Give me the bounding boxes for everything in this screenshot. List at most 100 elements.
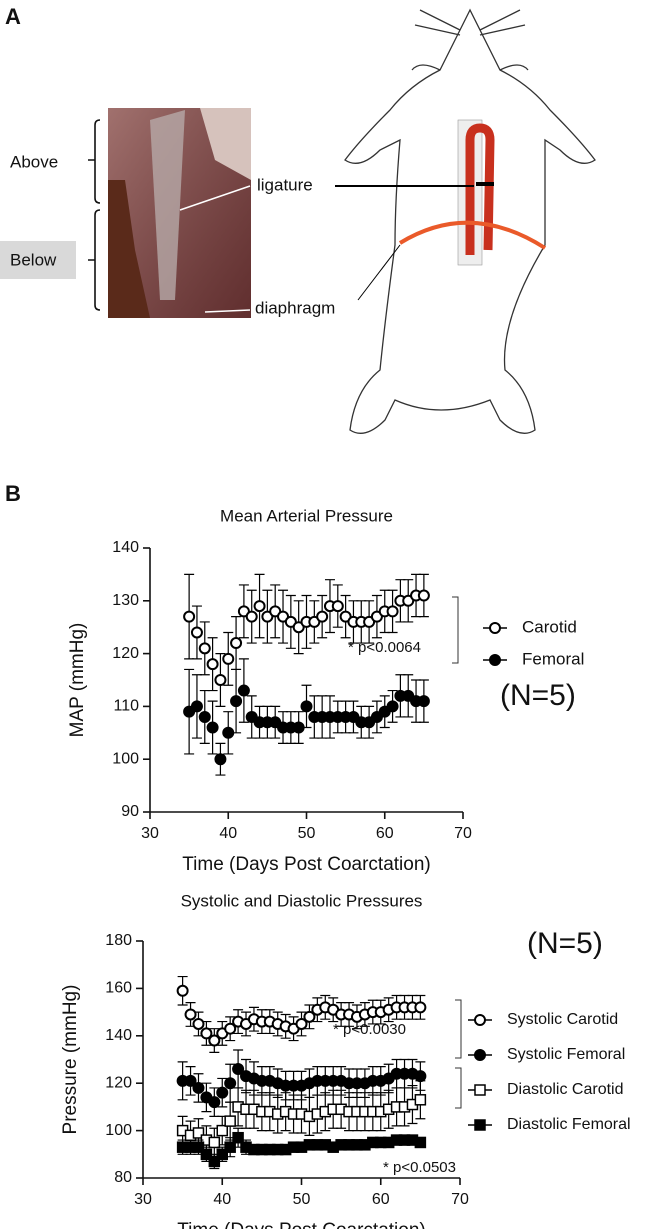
y-axis-label: MAP (mmHg) [67,623,88,738]
series [176,975,427,1053]
panel-label: A [5,4,21,29]
data-point [316,610,329,623]
legend-marker [489,654,501,666]
data-point [253,600,266,613]
legend-label: Systolic Carotid [507,1011,618,1028]
annotation: * p<0.0030 [333,1021,406,1038]
x-tick-label: 40 [213,1191,231,1208]
x-tick-label: 50 [298,825,316,842]
x-tick-label: 70 [454,825,472,842]
data-point [237,684,250,697]
legend-label: Diastolic Carotid [507,1081,623,1098]
series [176,1080,427,1158]
x-tick-label: 50 [293,1191,311,1208]
y-tick-label: 120 [112,645,139,662]
x-tick-label: 60 [372,1191,390,1208]
legend-label: Femoral [522,649,584,668]
data-point [414,1001,427,1014]
annotation: * p<0.0503 [383,1159,456,1176]
series [183,573,430,707]
series [183,658,430,776]
legend-marker [474,1119,486,1131]
data-point [417,589,430,602]
panel-label: B [5,481,21,506]
data-point [414,1094,427,1106]
y-tick-label: 140 [112,539,139,556]
data-point [417,695,430,708]
data-point [224,1022,237,1035]
x-tick-label: 70 [451,1191,469,1208]
data-point [216,1148,228,1161]
data-point [183,610,196,623]
y-tick-label: 110 [113,698,139,715]
x-axis-label: Time (Days Post Coarctation) [182,854,430,875]
bracket [452,596,459,664]
x-tick-label: 30 [141,825,159,842]
legend-label: Diastolic Femoral [507,1116,631,1133]
legend-marker [474,1084,486,1096]
data-point [208,1096,221,1109]
series [176,1127,427,1170]
data-point [232,1062,245,1075]
data-point [303,1010,316,1023]
annotation: * p<0.0064 [348,639,421,656]
data-point [206,721,219,734]
photo [108,108,251,318]
data-point [386,605,399,618]
chart-title: Systolic and Diastolic Pressures [181,891,423,910]
data-point [216,1124,228,1137]
data-point [224,1141,236,1153]
legend-label: Carotid [522,617,577,636]
callout: ligature [257,175,313,194]
bracket [455,999,462,1059]
y-tick-label: 100 [112,750,139,767]
data-point [192,1127,205,1139]
data-point [414,1070,427,1083]
data-point [386,700,399,713]
annotation: (N=5) [527,927,603,960]
data-point [232,1131,244,1144]
y-tick-label: 100 [105,1122,132,1139]
data-point [208,1034,221,1047]
data-point [300,700,313,713]
highlight [0,241,76,279]
data-point [208,1155,221,1168]
data-point [230,695,243,708]
data-point [190,700,203,713]
y-tick-label: 120 [105,1074,132,1091]
callout: diaphragm [255,298,335,317]
bracket [455,1067,462,1109]
data-point [198,642,211,655]
legend-marker [474,1049,486,1061]
region-label: Below [10,250,57,269]
data-point [184,1074,197,1087]
legend-marker [474,1014,486,1026]
data-point [414,1136,427,1149]
data-point [208,1136,221,1149]
data-point [214,674,227,686]
data-point [216,1086,229,1099]
x-tick-label: 40 [219,825,237,842]
data-point [176,984,189,997]
data-point [222,726,235,739]
y-tick-label: 80 [114,1169,132,1186]
chart-title: Mean Arterial Pressure [220,506,393,525]
data-point [184,1008,197,1021]
data-point [192,1141,205,1153]
region-label: Above [10,152,58,171]
data-point [200,1148,213,1161]
data-point [192,1081,205,1094]
data-point [198,710,211,723]
y-tick-label: 180 [105,932,132,949]
data-point [245,610,258,623]
x-tick-label: 60 [376,825,394,842]
data-point [206,658,219,671]
data-point [214,753,227,766]
data-point [222,652,235,665]
x-tick-label: 30 [134,1191,152,1208]
y-tick-label: 90 [121,803,139,820]
data-point [224,1115,236,1127]
data-point [230,637,243,650]
data-point [331,600,344,613]
